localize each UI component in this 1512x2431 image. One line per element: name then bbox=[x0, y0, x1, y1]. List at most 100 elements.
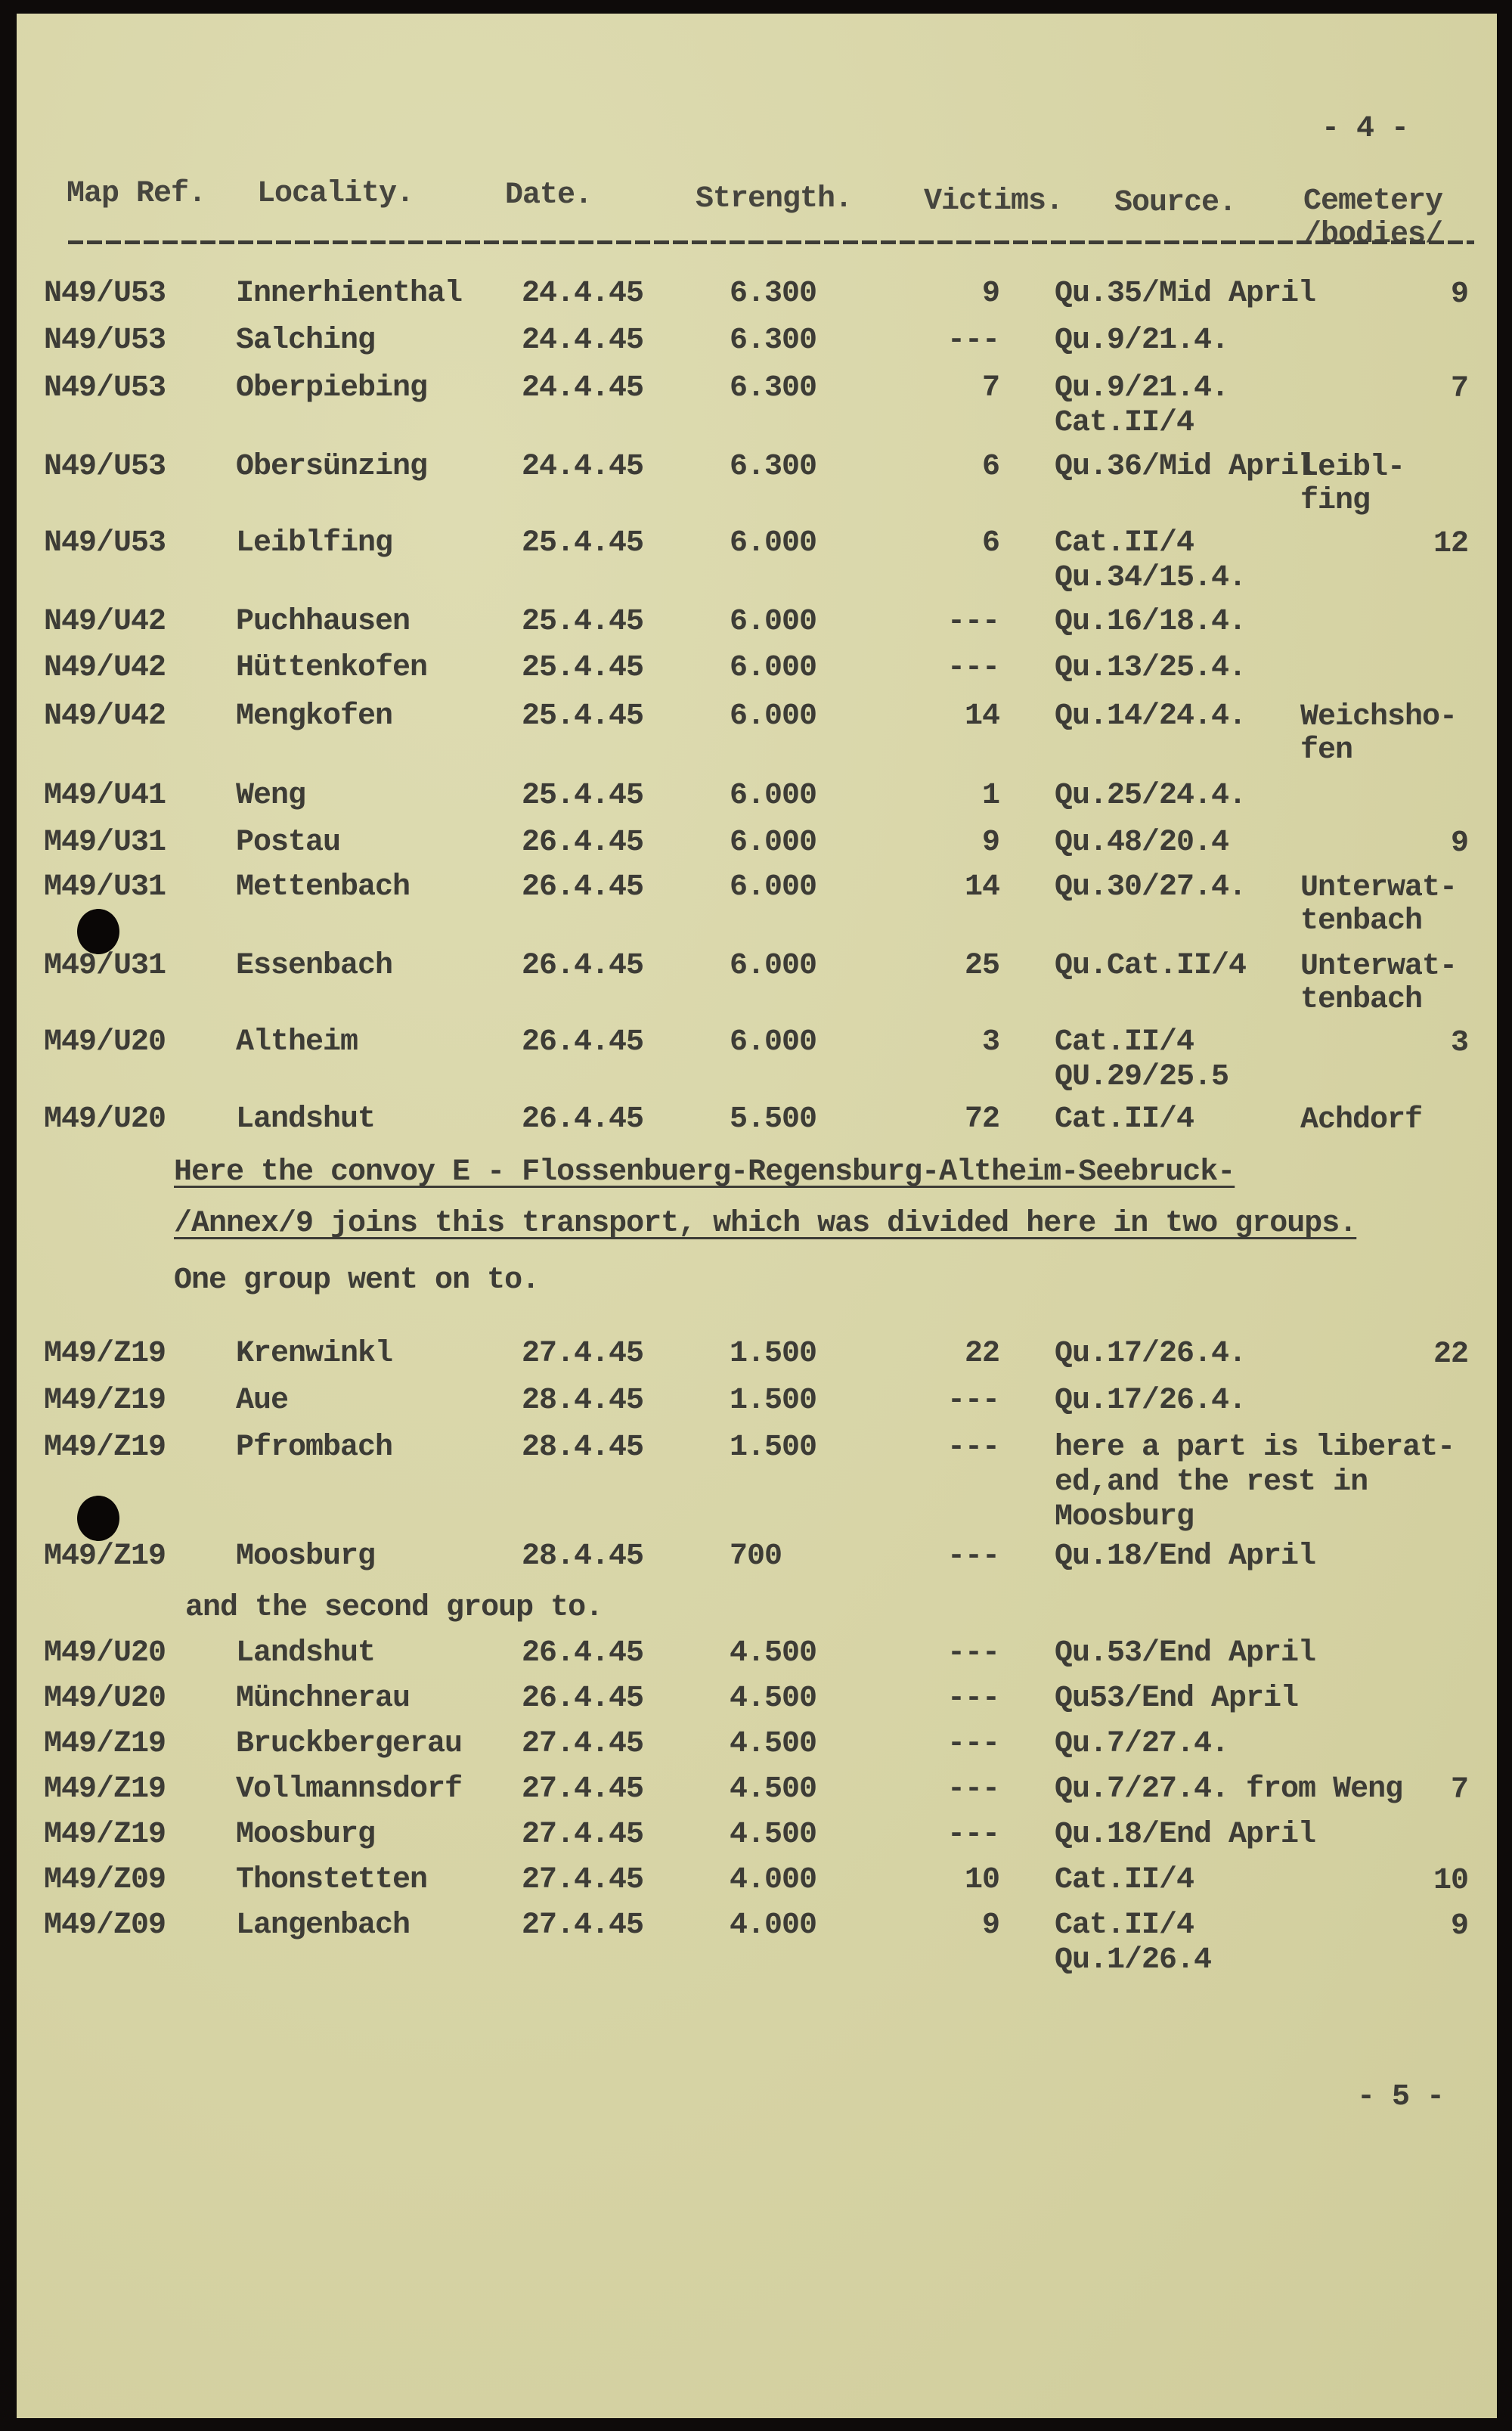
header-cemetery: Cemetery /bodies/ bbox=[1303, 184, 1443, 252]
cell-cemetery: 22 bbox=[1433, 1338, 1469, 1372]
cell-cemetery: 10 bbox=[1433, 1864, 1469, 1898]
note-line: /Annex/9 joins this transport, which was… bbox=[174, 1207, 1357, 1241]
cell-strength: 6.300 bbox=[730, 371, 817, 405]
cell-map-ref: M49/U20 bbox=[44, 1102, 166, 1136]
cell-date: 25.4.45 bbox=[522, 605, 644, 639]
cell-source: Cat.II/4 bbox=[1055, 1102, 1194, 1136]
cell-strength: 6.000 bbox=[730, 949, 817, 983]
cell-locality: Langenbach bbox=[236, 1909, 411, 1943]
cell-source: Qu.30/27.4. bbox=[1055, 870, 1247, 904]
cell-map-ref: M49/U20 bbox=[44, 1025, 166, 1059]
cell-source: Cat.II/4 Qu.1/26.4 bbox=[1055, 1909, 1212, 1977]
cell-map-ref: N49/U53 bbox=[44, 324, 166, 358]
cell-cemetery: 12 bbox=[1433, 527, 1469, 561]
cell-source: Qu.13/25.4. bbox=[1055, 651, 1247, 685]
cell-locality: Mettenbach bbox=[236, 870, 411, 904]
cell-victims: --- bbox=[947, 1682, 1000, 1716]
cell-date: 25.4.45 bbox=[522, 526, 644, 560]
cell-date: 27.4.45 bbox=[522, 1727, 644, 1761]
cell-date: 24.4.45 bbox=[522, 277, 644, 311]
cell-source: Cat.II/4 bbox=[1055, 1863, 1194, 1897]
cell-strength: 1.500 bbox=[730, 1384, 817, 1418]
cell-date: 26.4.45 bbox=[522, 1025, 644, 1059]
cell-strength: 1.500 bbox=[730, 1431, 817, 1465]
cell-source: Qu.18/End April bbox=[1055, 1818, 1316, 1852]
cell-map-ref: M49/Z19 bbox=[44, 1727, 166, 1761]
cell-victims: --- bbox=[947, 1727, 1000, 1761]
cell-source: Qu.9/21.4. Cat.II/4 bbox=[1055, 371, 1229, 440]
cell-date: 25.4.45 bbox=[522, 699, 644, 733]
cell-map-ref: M49/Z19 bbox=[44, 1540, 166, 1574]
cell-locality: Altheim bbox=[236, 1025, 358, 1059]
cell-victims: --- bbox=[947, 651, 1000, 685]
cell-date: 27.4.45 bbox=[522, 1772, 644, 1806]
cell-strength: 1.500 bbox=[730, 1337, 817, 1371]
cell-victims: --- bbox=[947, 1772, 1000, 1806]
cell-victims: 3 bbox=[981, 1025, 1000, 1059]
cell-source: Qu.Cat.II/4 bbox=[1055, 949, 1247, 983]
cell-strength: 6.000 bbox=[730, 605, 817, 639]
cell-strength: 6.300 bbox=[730, 450, 817, 484]
cell-map-ref: N49/U53 bbox=[44, 371, 166, 405]
cell-strength: 6.000 bbox=[730, 826, 817, 860]
cell-victims: 7 bbox=[981, 371, 1000, 405]
cell-locality: Krenwinkl bbox=[236, 1337, 393, 1371]
cell-cemetery: 9 bbox=[1450, 826, 1469, 860]
cell-map-ref: N49/U42 bbox=[44, 651, 166, 685]
page-number-top: - 4 - bbox=[1321, 112, 1409, 146]
page-number-bottom: - 5 - bbox=[1357, 2080, 1445, 2114]
cell-victims: --- bbox=[947, 605, 1000, 639]
cell-date: 24.4.45 bbox=[522, 324, 644, 358]
cell-locality: Puchhausen bbox=[236, 605, 411, 639]
cell-date: 28.4.45 bbox=[522, 1431, 644, 1465]
cell-map-ref: M49/U20 bbox=[44, 1636, 166, 1670]
cell-cemetery: Leibl- fing bbox=[1300, 451, 1405, 518]
cell-locality: Mengkofen bbox=[236, 699, 393, 733]
cell-map-ref: M49/Z19 bbox=[44, 1772, 166, 1806]
cell-locality: Münchnerau bbox=[236, 1682, 411, 1716]
cell-map-ref: M49/Z19 bbox=[44, 1818, 166, 1852]
cell-date: 27.4.45 bbox=[522, 1863, 644, 1897]
cell-date: 24.4.45 bbox=[522, 450, 644, 484]
header-victims: Victims. bbox=[924, 184, 1064, 219]
cell-locality: Vollmannsdorf bbox=[236, 1772, 463, 1806]
cell-strength: 6.000 bbox=[730, 526, 817, 560]
punch-hole bbox=[77, 1496, 119, 1541]
cell-source: Qu.9/21.4. bbox=[1055, 324, 1229, 358]
cell-strength: 4.500 bbox=[730, 1636, 817, 1670]
note-line: One group went on to. bbox=[174, 1264, 540, 1298]
cell-locality: Thonstetten bbox=[236, 1863, 428, 1897]
cell-victims: 9 bbox=[981, 277, 1000, 311]
note-line: and the second group to. bbox=[185, 1591, 603, 1625]
cell-strength: 6.000 bbox=[730, 1025, 817, 1059]
cell-cemetery: 3 bbox=[1450, 1026, 1469, 1060]
header-date: Date. bbox=[505, 178, 593, 212]
cell-victims: --- bbox=[947, 1384, 1000, 1418]
cell-victims: 9 bbox=[981, 1909, 1000, 1943]
cell-locality: Postau bbox=[236, 826, 341, 860]
cell-victims: 72 bbox=[964, 1102, 1000, 1136]
cell-victims: 25 bbox=[964, 949, 1000, 983]
cell-map-ref: M49/Z09 bbox=[44, 1909, 166, 1943]
header-map-ref: Map Ref. bbox=[67, 177, 206, 211]
cell-map-ref: M49/U31 bbox=[44, 949, 166, 983]
cell-locality: Leiblfing bbox=[236, 526, 393, 560]
cell-locality: Salching bbox=[236, 324, 376, 358]
cell-strength: 5.500 bbox=[730, 1102, 817, 1136]
cell-locality: Bruckbergerau bbox=[236, 1727, 463, 1761]
cell-date: 27.4.45 bbox=[522, 1818, 644, 1852]
note-line: Here the convoy E - Flossenbuerg-Regensb… bbox=[174, 1155, 1235, 1189]
cell-locality: Obersünzing bbox=[236, 450, 428, 484]
cell-victims: --- bbox=[947, 1818, 1000, 1852]
cell-locality: Aue bbox=[236, 1384, 289, 1418]
cell-strength: 4.500 bbox=[730, 1682, 817, 1716]
cell-date: 26.4.45 bbox=[522, 949, 644, 983]
cell-source: Qu.18/End April bbox=[1055, 1540, 1316, 1574]
cell-map-ref: M49/U20 bbox=[44, 1682, 166, 1716]
cell-map-ref: M49/Z19 bbox=[44, 1384, 166, 1418]
cell-date: 24.4.45 bbox=[522, 371, 644, 405]
cell-victims: 1 bbox=[981, 779, 1000, 813]
cell-victims: --- bbox=[947, 1540, 1000, 1574]
cell-map-ref: M49/U41 bbox=[44, 779, 166, 813]
cell-locality: Landshut bbox=[236, 1102, 376, 1136]
